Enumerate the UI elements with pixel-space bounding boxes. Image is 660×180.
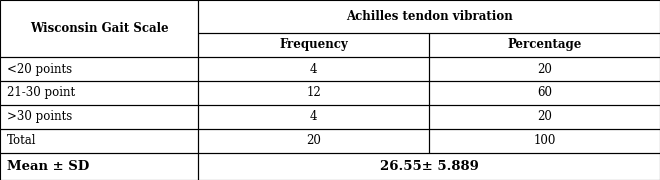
Text: 26.55± 5.889: 26.55± 5.889 bbox=[379, 160, 478, 173]
Bar bbox=[0, 129, 198, 153]
Text: Achilles tendon vibration: Achilles tendon vibration bbox=[346, 10, 512, 23]
Text: <20 points: <20 points bbox=[7, 62, 72, 76]
Bar bbox=[0, 0, 198, 57]
Bar bbox=[198, 0, 660, 33]
Text: 20: 20 bbox=[537, 62, 552, 76]
Bar bbox=[429, 129, 660, 153]
Text: 20: 20 bbox=[537, 111, 552, 123]
Text: >30 points: >30 points bbox=[7, 111, 72, 123]
Text: 12: 12 bbox=[306, 87, 321, 100]
Bar bbox=[0, 57, 198, 81]
Bar bbox=[0, 81, 198, 105]
Text: 4: 4 bbox=[310, 62, 317, 76]
Bar bbox=[198, 33, 429, 57]
Bar bbox=[198, 129, 429, 153]
Bar bbox=[429, 33, 660, 57]
Text: Mean ± SD: Mean ± SD bbox=[7, 160, 89, 173]
Bar bbox=[429, 57, 660, 81]
Text: Total: Total bbox=[7, 134, 36, 147]
Bar bbox=[429, 105, 660, 129]
Text: Wisconsin Gait Scale: Wisconsin Gait Scale bbox=[30, 22, 168, 35]
Text: Frequency: Frequency bbox=[279, 38, 348, 51]
Bar bbox=[198, 57, 429, 81]
Text: 100: 100 bbox=[533, 134, 556, 147]
Bar bbox=[198, 81, 429, 105]
Bar bbox=[198, 153, 660, 180]
Bar bbox=[198, 105, 429, 129]
Text: 20: 20 bbox=[306, 134, 321, 147]
Text: Percentage: Percentage bbox=[508, 38, 581, 51]
Bar bbox=[0, 105, 198, 129]
Text: 21-30 point: 21-30 point bbox=[7, 87, 75, 100]
Bar bbox=[429, 81, 660, 105]
Bar bbox=[0, 153, 198, 180]
Text: 4: 4 bbox=[310, 111, 317, 123]
Text: 60: 60 bbox=[537, 87, 552, 100]
